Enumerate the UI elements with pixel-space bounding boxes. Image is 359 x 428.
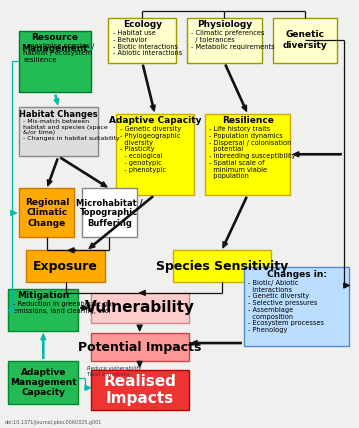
FancyBboxPatch shape	[9, 361, 78, 404]
FancyArrowPatch shape	[54, 95, 59, 104]
FancyBboxPatch shape	[272, 18, 337, 62]
FancyBboxPatch shape	[19, 30, 90, 92]
FancyBboxPatch shape	[205, 114, 290, 195]
Text: doi:10.1371/journal.pbio.0060325.g001: doi:10.1371/journal.pbio.0060325.g001	[5, 420, 102, 425]
FancyArrowPatch shape	[140, 291, 145, 295]
Text: - Habitat use
- Behavior
- Biotic interactions
- Abiotic interactions: - Habitat use - Behavior - Biotic intera…	[113, 30, 182, 56]
FancyArrowPatch shape	[68, 248, 75, 253]
FancyBboxPatch shape	[116, 114, 194, 195]
Text: Genetic
diversity: Genetic diversity	[283, 30, 327, 50]
FancyArrowPatch shape	[9, 308, 14, 312]
FancyBboxPatch shape	[90, 370, 189, 410]
Text: Species Sensitivity: Species Sensitivity	[156, 260, 288, 273]
FancyArrowPatch shape	[11, 211, 17, 215]
FancyBboxPatch shape	[19, 188, 75, 238]
Text: - Mis-match between
habitat and species (space
&/or time)
- Changes in habitat s: - Mis-match between habitat and species …	[23, 119, 120, 141]
Text: - maximise species /
habitat / ecosystem
resilience: - maximise species / habitat / ecosystem…	[23, 43, 95, 62]
FancyArrowPatch shape	[137, 325, 142, 331]
Text: Adaptive
Management
Capacity: Adaptive Management Capacity	[10, 368, 76, 398]
Text: Reduce vulnerability
Treat symptoms: Reduce vulnerability Treat symptoms	[87, 366, 141, 377]
Text: Resilience: Resilience	[222, 116, 274, 125]
Text: Vulnerability: Vulnerability	[85, 300, 195, 315]
Text: - Life history traits
- Population dynamics
- Dispersal / colonisation
  potenti: - Life history traits - Population dynam…	[209, 126, 295, 179]
FancyArrowPatch shape	[293, 152, 341, 157]
Text: Changes in:: Changes in:	[267, 270, 327, 279]
Text: Resource
Management: Resource Management	[22, 33, 88, 53]
FancyArrowPatch shape	[344, 283, 349, 288]
Text: Potential Impacts: Potential Impacts	[78, 341, 201, 354]
FancyArrowPatch shape	[81, 306, 88, 310]
Text: Physiology: Physiology	[197, 20, 252, 30]
Text: Ecology: Ecology	[123, 20, 162, 30]
FancyBboxPatch shape	[173, 250, 271, 282]
FancyBboxPatch shape	[244, 268, 349, 346]
FancyArrowPatch shape	[225, 65, 247, 111]
Text: Habitat Changes: Habitat Changes	[19, 110, 98, 119]
FancyArrowPatch shape	[143, 65, 155, 111]
Text: - Biotic/ Abiotic
  interactions
- Genetic diversity
- Selective pressures
- Ass: - Biotic/ Abiotic interactions - Genetic…	[248, 280, 324, 333]
Text: Adaptive Capacity: Adaptive Capacity	[108, 116, 201, 125]
FancyArrowPatch shape	[85, 385, 90, 390]
Text: Regional
Climatic
Change: Regional Climatic Change	[25, 198, 69, 228]
FancyBboxPatch shape	[26, 250, 105, 282]
FancyBboxPatch shape	[81, 188, 137, 238]
FancyArrowPatch shape	[47, 159, 58, 186]
Text: Mitigation: Mitigation	[17, 291, 69, 300]
Text: - Genetic diversity
- Phylogeographic
  diversity
- Plasticity
  - ecological
  : - Genetic diversity - Phylogeographic di…	[120, 126, 181, 173]
FancyBboxPatch shape	[9, 288, 78, 331]
FancyBboxPatch shape	[90, 293, 189, 323]
Text: Microhabitat /
Topographic
Buffering: Microhabitat / Topographic Buffering	[76, 198, 143, 228]
Text: - Reduction in greenhouse gas
emissions, land clearing, etc.: - Reduction in greenhouse gas emissions,…	[13, 301, 115, 314]
FancyBboxPatch shape	[187, 18, 262, 62]
FancyArrowPatch shape	[223, 197, 247, 248]
FancyBboxPatch shape	[90, 333, 189, 361]
FancyBboxPatch shape	[19, 107, 98, 156]
Text: - Climatic preferences
  / tolerances
- Metabolic requirements: - Climatic preferences / tolerances - Me…	[191, 30, 275, 50]
Text: Realised
Impacts: Realised Impacts	[103, 374, 176, 406]
FancyArrowPatch shape	[60, 158, 107, 187]
FancyArrowPatch shape	[89, 196, 153, 249]
FancyArrowPatch shape	[191, 341, 241, 345]
FancyArrowPatch shape	[41, 334, 46, 358]
FancyArrowPatch shape	[137, 361, 142, 367]
FancyBboxPatch shape	[108, 18, 176, 62]
Text: Exposure: Exposure	[33, 260, 98, 273]
